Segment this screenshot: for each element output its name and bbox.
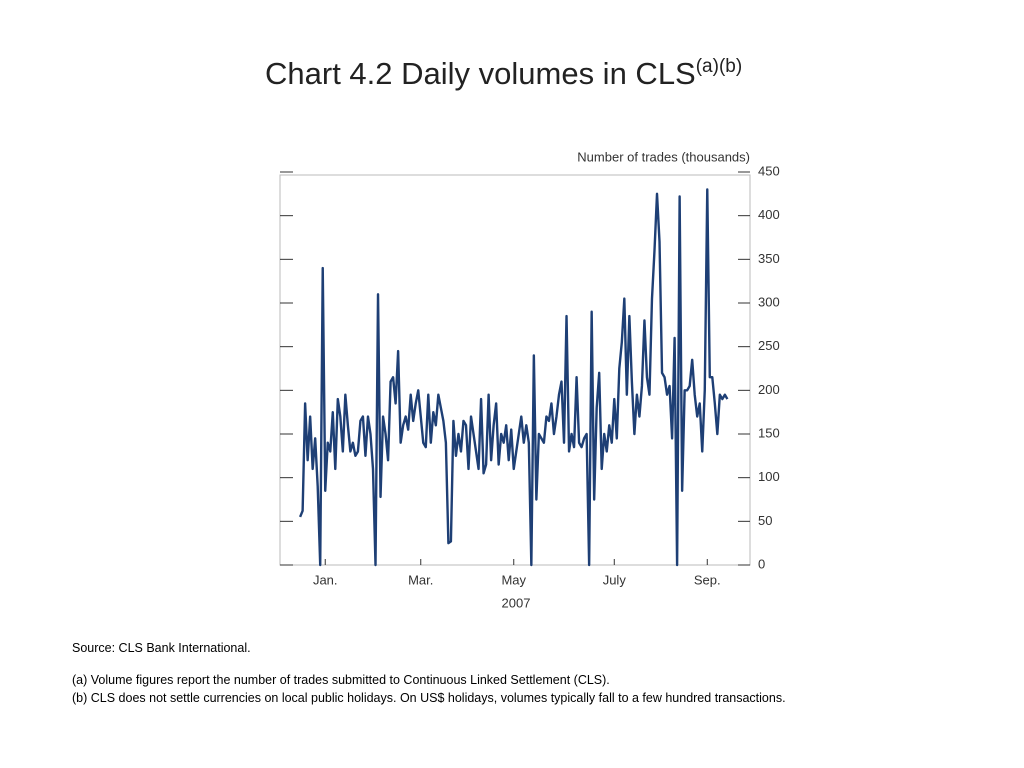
y-tick-label: 200: [758, 382, 780, 397]
source-note: Source: CLS Bank International.: [72, 641, 251, 655]
title-main: Chart 4.2 Daily volumes in CLS: [265, 56, 696, 91]
y-tick-label: 300: [758, 294, 780, 309]
y-tick-label: 100: [758, 469, 780, 484]
y-axis-label: Number of trades (thousands): [577, 149, 750, 164]
x-axis-label: 2007: [502, 595, 531, 610]
x-tick-label: Mar.: [408, 572, 433, 587]
y-tick-label: 150: [758, 425, 780, 440]
x-tick-label: Sep.: [694, 572, 721, 587]
y-tick-label: 0: [758, 556, 765, 571]
title-superscript: (a)(b): [696, 56, 742, 77]
x-tick-label: May: [501, 572, 526, 587]
y-tick-label: 450: [758, 163, 780, 178]
y-tick-label: 350: [758, 251, 780, 266]
y-tick-label: 400: [758, 207, 780, 222]
volume-line: [298, 188, 729, 567]
footnote-a: (a) Volume figures report the number of …: [72, 673, 610, 687]
y-tick-label: 250: [758, 338, 780, 353]
chart-title: Chart 4.2 Daily volumes in CLS(a)(b): [265, 56, 742, 91]
x-tick-label: July: [603, 572, 627, 587]
footnote-b: (b) CLS does not settle currencies on lo…: [72, 691, 786, 705]
y-tick-label: 50: [758, 513, 772, 528]
x-tick-label: Jan.: [313, 572, 338, 587]
plot-frame: [279, 174, 751, 566]
